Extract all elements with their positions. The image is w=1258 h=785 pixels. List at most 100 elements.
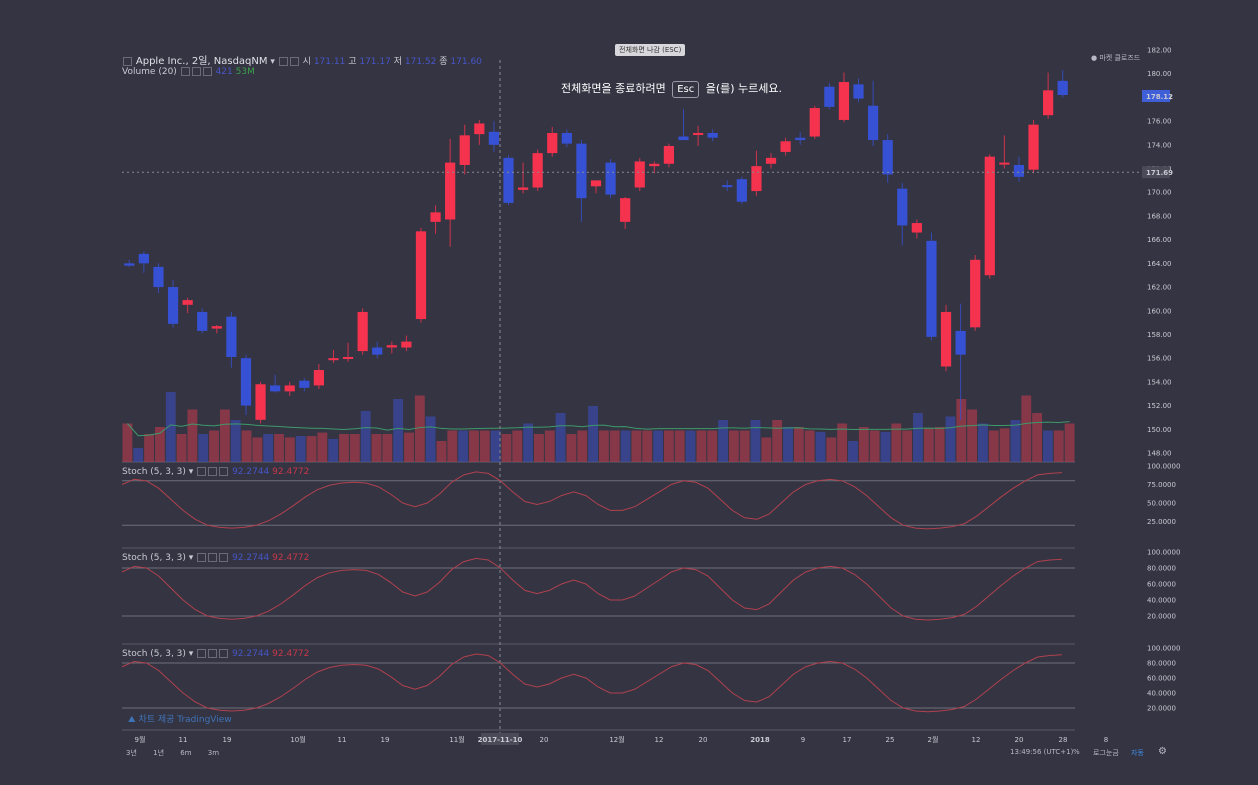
- price-tick-label: 170.00: [1147, 189, 1172, 197]
- price-tick-label: 168.00: [1147, 212, 1172, 220]
- candle-body: [911, 223, 922, 233]
- candle-body: [751, 166, 762, 192]
- collapse-icon[interactable]: [123, 57, 132, 66]
- log-scale-toggle[interactable]: 로그눈금: [1093, 749, 1119, 757]
- volume-bar: [793, 427, 804, 462]
- settings-icon[interactable]: [208, 553, 218, 562]
- volume-bar: [739, 430, 750, 462]
- close-icon[interactable]: [219, 467, 229, 476]
- candle-body: [517, 187, 529, 190]
- time-tick-label: 12: [972, 736, 981, 744]
- volume-bar: [230, 420, 241, 462]
- time-tick-label: 2017-11-10: [478, 736, 523, 744]
- esc-key: Esc: [672, 81, 700, 98]
- candle-body: [240, 358, 252, 406]
- candle-body: [590, 180, 602, 187]
- time-tick-label: 11: [338, 736, 347, 744]
- candle-body: [386, 345, 397, 348]
- range-3y[interactable]: 3년: [126, 749, 137, 757]
- volume-bar: [187, 409, 198, 462]
- open-label: 시: [302, 57, 311, 67]
- chevron-down-icon[interactable]: ▾: [188, 649, 194, 659]
- volume-bar: [934, 427, 945, 462]
- volume-bar: [523, 423, 534, 462]
- fullscreen-exit-pill[interactable]: 전체화면 나감 (ESC): [615, 44, 686, 56]
- time-tick-label: 11: [179, 736, 188, 744]
- candle-body: [620, 198, 631, 222]
- stoch-tick-label: 40.0000: [1147, 690, 1176, 698]
- settings-icon[interactable]: [191, 67, 201, 76]
- volume-bar: [696, 430, 707, 462]
- volume-bar: [685, 430, 696, 462]
- volume-bar: [923, 428, 934, 462]
- volume-value-1: 421: [215, 67, 233, 77]
- volume-bar: [501, 434, 512, 462]
- volume-bar: [956, 399, 967, 462]
- stoch-tick-label: 50.0000: [1147, 500, 1176, 508]
- candle-body: [138, 253, 149, 264]
- price-tick-label: 154.00: [1147, 378, 1172, 386]
- volume-bar: [1064, 423, 1075, 462]
- range-3m[interactable]: 3m: [207, 749, 220, 757]
- eye-icon[interactable]: [197, 649, 207, 658]
- candle-body: [357, 311, 368, 352]
- stoch-tick-label: 100.0000: [1147, 645, 1180, 653]
- candle-body: [313, 370, 324, 386]
- volume-bar: [869, 430, 880, 462]
- gear-icon[interactable]: ⚙: [1158, 746, 1167, 757]
- volume-bar: [165, 392, 176, 462]
- eye-icon[interactable]: [197, 467, 207, 476]
- volume-bar: [425, 416, 436, 462]
- candle-body: [955, 330, 966, 355]
- close-icon[interactable]: [219, 553, 229, 562]
- symbol-title[interactable]: Apple Inc., 2일, NasdaqNM: [135, 56, 268, 67]
- volume-bar: [783, 427, 793, 462]
- settings-icon[interactable]: [208, 467, 218, 476]
- stoch-label[interactable]: Stoch (5, 3, 3): [122, 467, 186, 477]
- settings-icon[interactable]: [208, 649, 218, 658]
- candle-body: [838, 82, 850, 120]
- range-6m[interactable]: 6m: [180, 749, 192, 757]
- volume-bar: [295, 436, 306, 462]
- candle-body: [342, 356, 354, 359]
- settings-icon[interactable]: [278, 57, 288, 66]
- volume-bar: [1032, 413, 1043, 462]
- low-label: 저: [393, 57, 403, 67]
- volume-bar: [750, 420, 761, 462]
- volume-bar: [913, 413, 923, 462]
- eye-icon[interactable]: [180, 67, 190, 76]
- percent-toggle[interactable]: %: [1073, 748, 1080, 756]
- auto-scale-toggle[interactable]: 자동: [1131, 749, 1144, 757]
- candle-body: [722, 185, 733, 188]
- volume-bar: [999, 428, 1010, 462]
- crosshair-price-badge: [1142, 166, 1170, 179]
- chevron-down-icon[interactable]: ▾: [188, 467, 194, 477]
- close-icon[interactable]: [219, 649, 229, 658]
- volume-bar: [826, 437, 837, 462]
- candle-body: [649, 163, 660, 167]
- time-tick-label: 12: [655, 736, 664, 744]
- stoch-label[interactable]: Stoch (5, 3, 3): [122, 553, 186, 563]
- close-icon[interactable]: [289, 57, 299, 66]
- tradingview-watermark[interactable]: ⛰ 차트 제공 TradingView: [128, 712, 232, 725]
- price-tick-label: 156.00: [1147, 355, 1172, 363]
- volume-bar: [306, 436, 317, 462]
- volume-bar: [815, 431, 826, 462]
- stoch-label[interactable]: Stoch (5, 3, 3): [122, 649, 186, 659]
- chevron-down-icon[interactable]: ▾: [270, 57, 275, 67]
- time-tick-label: 2018: [750, 736, 770, 744]
- chevron-down-icon[interactable]: ▾: [188, 553, 194, 563]
- range-1y[interactable]: 1년: [153, 749, 165, 757]
- close-icon[interactable]: [202, 67, 212, 76]
- candle-body: [1057, 80, 1068, 96]
- candle-body: [124, 263, 135, 266]
- volume-label[interactable]: Volume (20): [122, 67, 177, 77]
- time-tick-label: 28: [1059, 736, 1068, 744]
- eye-icon[interactable]: [197, 553, 207, 562]
- time-tick-label: 10월: [290, 735, 305, 744]
- candle-body: [153, 266, 164, 288]
- candle-body: [299, 380, 310, 388]
- symbol-legend: Apple Inc., 2일, NasdaqNM ▾ 시 171.11 고 17…: [122, 52, 482, 67]
- volume-bar: [837, 423, 848, 462]
